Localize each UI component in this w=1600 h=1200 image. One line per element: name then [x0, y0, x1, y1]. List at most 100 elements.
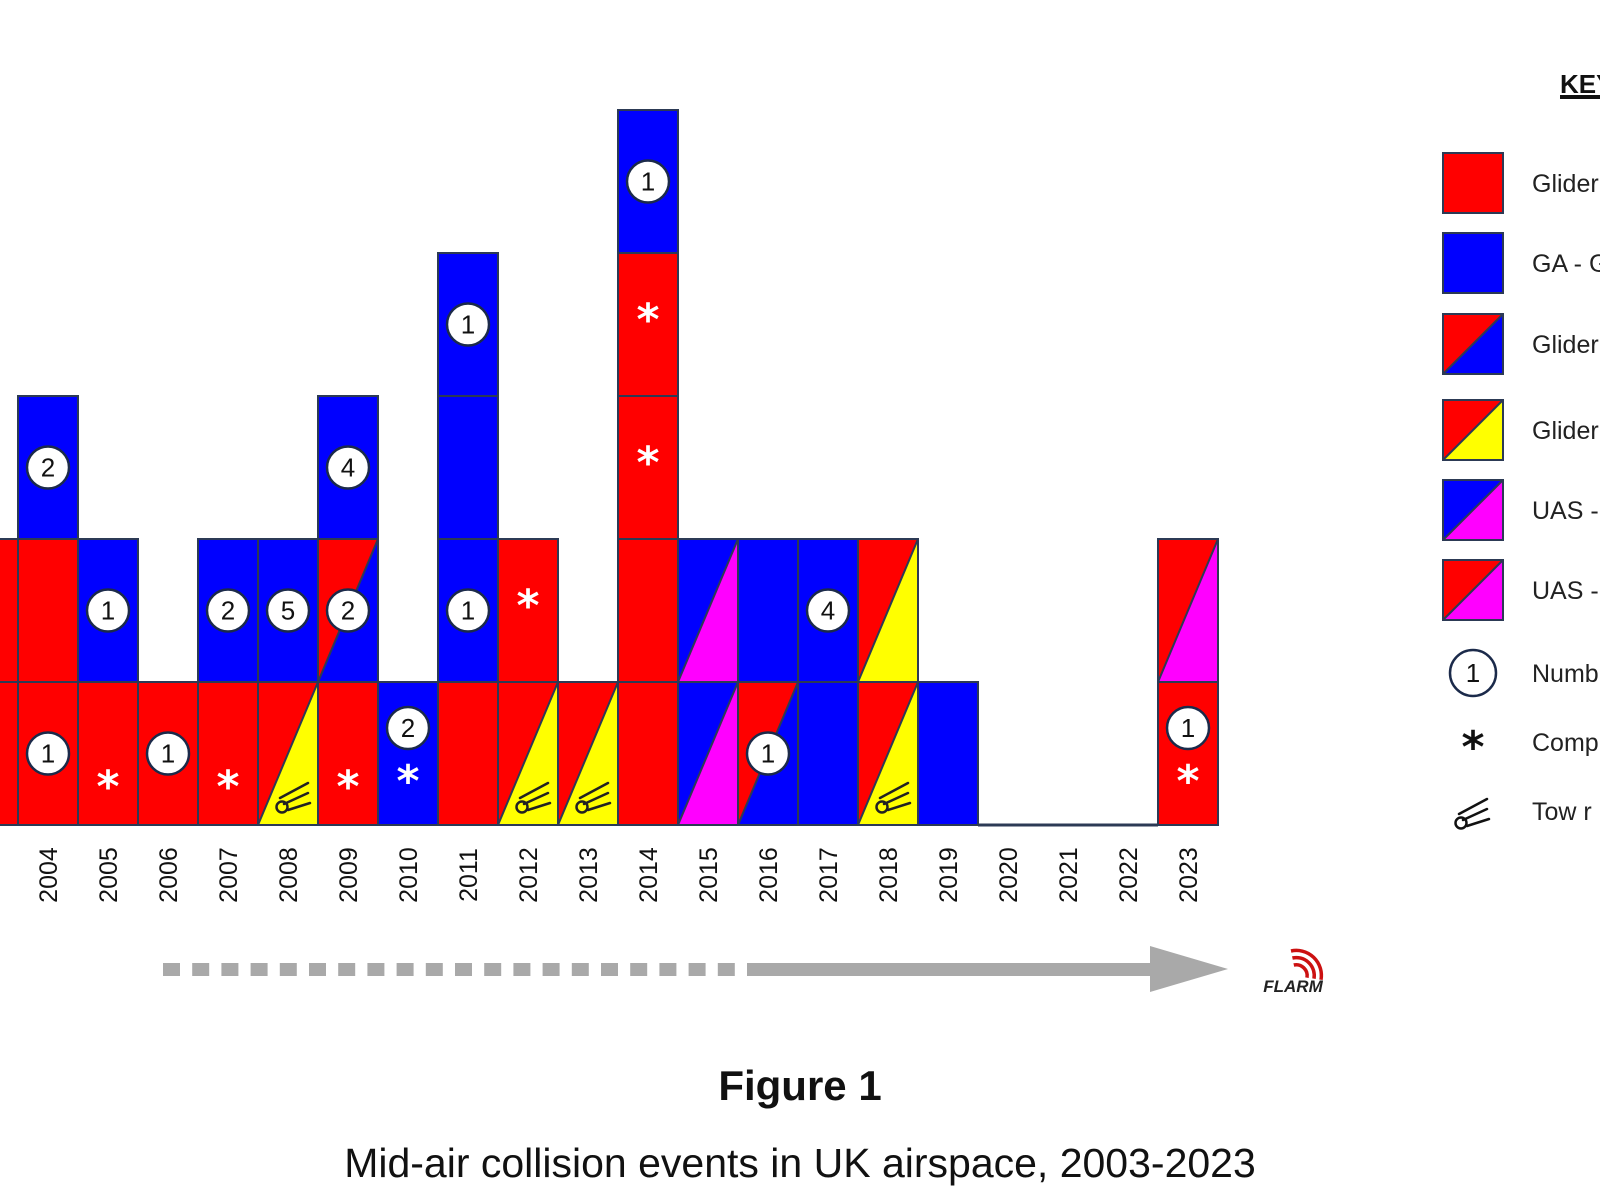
arrow-dash [513, 963, 531, 976]
column-2007: *2 [197, 538, 259, 826]
event-block [617, 538, 679, 683]
figure-title: Figure 1 [718, 1062, 882, 1109]
key-item-uas-ga: UAS - [1442, 479, 1599, 541]
event-block [917, 681, 979, 826]
competition-asterisk: * [336, 762, 359, 813]
glider-block [17, 538, 79, 683]
key-item-number: 1 Numb [1448, 648, 1599, 698]
arrow-dash [688, 963, 706, 976]
column-2018 [857, 538, 919, 826]
arrow-dash [601, 963, 618, 976]
year-tick-label: 2013 [575, 847, 603, 903]
event-block [437, 395, 499, 540]
year-tick-label: 2011 [455, 848, 483, 902]
event-block: 2* [377, 681, 439, 826]
uas-glider-block-diagonal [1157, 538, 1219, 683]
number-marker-label: 2 [41, 453, 55, 483]
event-block: * [617, 252, 679, 397]
event-block: 2 [197, 538, 259, 683]
competition-asterisk: * [96, 762, 119, 813]
glider-block [437, 681, 499, 826]
glider-tug-block-outline [1442, 399, 1504, 461]
event-block: 4 [797, 538, 859, 683]
tow-icon-rope [278, 781, 312, 812]
competition-asterisk: * [396, 756, 419, 807]
event-block: 1 [437, 252, 499, 397]
ga-block [737, 538, 799, 683]
glider-tug-block-diagonal [857, 538, 919, 683]
column-2004: 12 [17, 395, 79, 826]
event-block [797, 681, 859, 826]
year-tick-label: 2021 [1055, 847, 1083, 903]
event-block: 1 [737, 681, 799, 826]
year-tick-label: 2015 [695, 847, 723, 903]
x-axis: 2004 2005 2006 2007 2008 2009 2010 2011 2012 2013… [35, 823, 1203, 903]
tow-icon-rope [518, 781, 552, 812]
tow-icon [275, 781, 312, 814]
event-block: 1 [17, 681, 79, 826]
year-tick-label: 2006 [155, 847, 183, 903]
glider-tug-block-diagonal [1442, 399, 1504, 461]
column-2012: * [497, 538, 559, 826]
event-block: 2 [17, 395, 79, 540]
competition-asterisk: * [636, 438, 659, 489]
number-marker-circle [25, 445, 71, 490]
key-item-glider: Glider [1442, 152, 1599, 214]
key-item-label: UAS - [1532, 577, 1599, 605]
uas-ga-block-diagonal [677, 681, 739, 826]
column-2017: 4 [797, 538, 859, 826]
column-2015 [677, 538, 739, 826]
event-block [257, 681, 319, 826]
glider-tug-block-diagonal [497, 681, 559, 826]
number-marker-circle [385, 705, 431, 751]
tow-icon [575, 781, 612, 814]
number-marker-circle [805, 588, 851, 633]
glider-tug-block-diagonal [557, 681, 619, 826]
number-marker-label: 1 [101, 596, 115, 626]
key-item-glider-ga: Glider [1442, 313, 1599, 375]
uas-glider-block-outline [1442, 559, 1504, 621]
key: KEY Glider GA - G Glider Glider UAS - UAS - 1 Nu… [1442, 69, 1600, 830]
column-2023: 1* [1157, 538, 1219, 826]
number-marker-circle [25, 731, 71, 776]
glider-block [617, 252, 679, 397]
number-marker-label: 1 [41, 739, 55, 769]
event-block [737, 538, 799, 683]
tow-icon-rope [1457, 797, 1491, 828]
glider-block [197, 681, 259, 826]
tow-icon-ring [875, 800, 889, 814]
event-block: 1 [617, 109, 679, 254]
ga-block [437, 395, 499, 540]
tow-icon-ring [1454, 816, 1468, 830]
number-marker-label: 4 [341, 453, 355, 483]
event-block: 4 [317, 395, 379, 540]
event-block [557, 681, 619, 826]
year-tick-label: 2020 [995, 847, 1023, 903]
event-block: 1 [137, 681, 199, 826]
number-marker-circle [325, 445, 371, 490]
year-tick-label: 2005 [95, 847, 123, 903]
key-heading: KEY [1560, 69, 1600, 99]
arrow-shaft [762, 963, 1154, 976]
arrow-dash [396, 963, 414, 976]
number-marker-circle [625, 159, 671, 204]
number-marker-circle [325, 588, 371, 633]
key-number-label: 1 [1466, 658, 1480, 688]
glider-block [617, 538, 679, 683]
arrow-dash [630, 963, 648, 976]
event-block: * [77, 681, 139, 826]
year-tick-label: 2007 [215, 847, 243, 903]
year-tick-label: 2012 [515, 847, 543, 903]
arrow-dash [367, 963, 385, 976]
event-block: 1* [1157, 681, 1219, 826]
event-block: * [317, 681, 379, 826]
year-tick-label: 2004 [35, 847, 63, 903]
number-marker-label: 2 [341, 596, 355, 626]
arrow-dash [484, 963, 502, 976]
arrow-dash [221, 963, 239, 976]
glider-block [617, 681, 679, 826]
number-marker-label: 2 [401, 713, 415, 743]
glider-ga-block-outline [1442, 313, 1504, 375]
event-block [617, 681, 679, 826]
